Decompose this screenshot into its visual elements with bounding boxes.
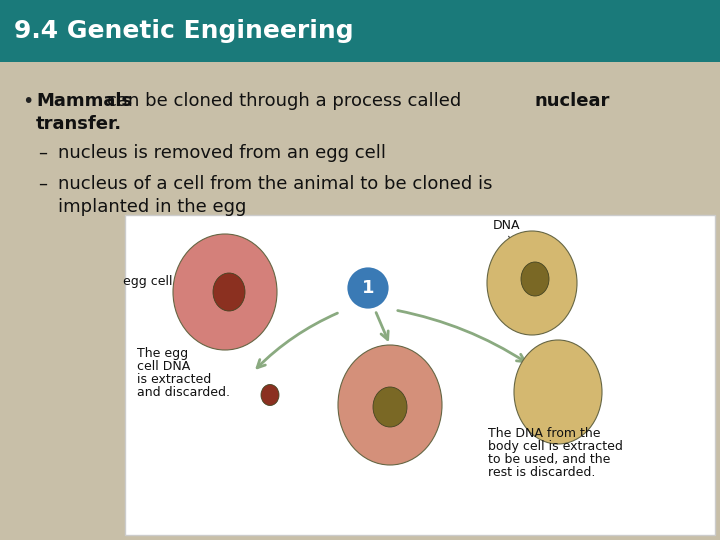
Text: 9.4 Genetic Engineering: 9.4 Genetic Engineering <box>14 19 354 43</box>
Text: •: • <box>22 92 33 111</box>
Text: to be used, and the: to be used, and the <box>488 453 611 466</box>
Text: nucleus of a cell from the animal to be cloned is: nucleus of a cell from the animal to be … <box>58 175 492 193</box>
Ellipse shape <box>213 273 245 311</box>
Text: The egg: The egg <box>137 347 188 360</box>
Text: nuclear: nuclear <box>535 92 611 110</box>
Text: DNA: DNA <box>493 219 521 232</box>
Circle shape <box>346 266 390 310</box>
Text: 1: 1 <box>361 279 374 297</box>
Text: –: – <box>38 144 47 162</box>
Text: is extracted: is extracted <box>137 373 211 386</box>
Text: can be cloned through a process called: can be cloned through a process called <box>107 92 462 110</box>
Text: implanted in the egg: implanted in the egg <box>58 198 246 216</box>
Ellipse shape <box>173 234 277 350</box>
Ellipse shape <box>521 262 549 296</box>
Text: cell DNA: cell DNA <box>137 360 190 373</box>
Ellipse shape <box>261 384 279 406</box>
FancyBboxPatch shape <box>125 215 715 535</box>
Text: Mammals: Mammals <box>36 92 132 110</box>
Ellipse shape <box>373 387 407 427</box>
Text: nucleus is removed from an egg cell: nucleus is removed from an egg cell <box>58 144 386 162</box>
FancyBboxPatch shape <box>0 0 720 62</box>
Text: rest is discarded.: rest is discarded. <box>488 466 595 479</box>
Text: and discarded.: and discarded. <box>137 386 230 399</box>
Text: body cell is extracted: body cell is extracted <box>488 440 623 453</box>
Text: transfer.: transfer. <box>36 115 122 133</box>
Ellipse shape <box>514 340 602 444</box>
Text: egg cell: egg cell <box>123 275 173 288</box>
Text: The DNA from the: The DNA from the <box>488 427 600 440</box>
Ellipse shape <box>487 231 577 335</box>
Text: –: – <box>38 175 47 193</box>
Ellipse shape <box>338 345 442 465</box>
